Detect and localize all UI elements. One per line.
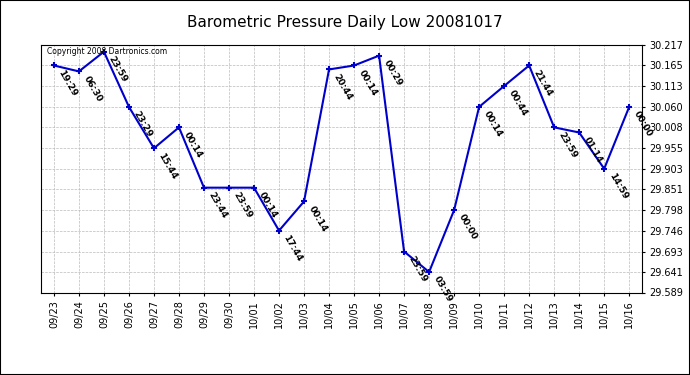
Text: 00:00: 00:00 <box>632 110 654 138</box>
Text: 00:14: 00:14 <box>357 68 379 98</box>
Text: 00:14: 00:14 <box>307 204 329 233</box>
Text: Barometric Pressure Daily Low 20081017: Barometric Pressure Daily Low 20081017 <box>187 15 503 30</box>
Text: 17:44: 17:44 <box>282 233 304 263</box>
Text: 01:14: 01:14 <box>582 135 604 165</box>
Text: 00:14: 00:14 <box>181 130 204 159</box>
Text: 21:44: 21:44 <box>532 68 554 98</box>
Text: 19:29: 19:29 <box>57 68 79 98</box>
Text: 00:44: 00:44 <box>507 89 529 118</box>
Text: 23:29: 23:29 <box>132 110 154 139</box>
Text: 23:59: 23:59 <box>557 130 579 159</box>
Text: Copyright 2008 Dartronics.com: Copyright 2008 Dartronics.com <box>48 48 168 57</box>
Text: 23:59: 23:59 <box>232 190 254 220</box>
Text: 03:59: 03:59 <box>432 275 454 304</box>
Text: 00:14: 00:14 <box>482 110 504 139</box>
Text: 20:44: 20:44 <box>332 72 354 102</box>
Text: 00:14: 00:14 <box>257 190 279 220</box>
Text: 23:44: 23:44 <box>207 190 229 220</box>
Text: 00:29: 00:29 <box>382 58 404 88</box>
Text: 00:00: 00:00 <box>457 213 479 242</box>
Text: 23:59: 23:59 <box>407 254 429 284</box>
Text: 23:59: 23:59 <box>107 54 129 84</box>
Text: 06:30: 06:30 <box>81 74 104 103</box>
Text: 15:44: 15:44 <box>157 151 179 180</box>
Text: 14:59: 14:59 <box>607 171 629 201</box>
